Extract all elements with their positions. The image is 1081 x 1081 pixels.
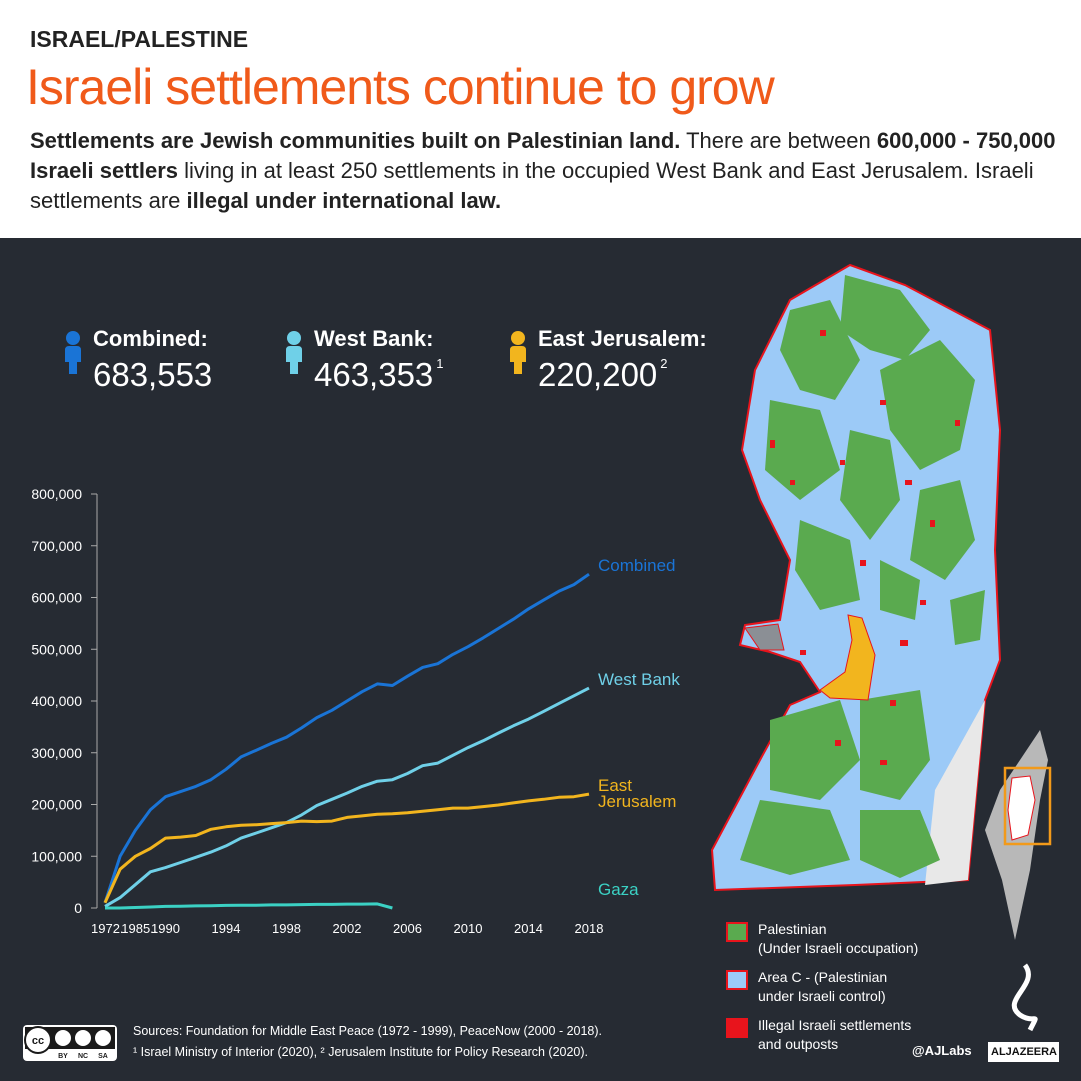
- y-tick-label: 200,000: [31, 797, 82, 813]
- legend-line: and outposts: [758, 1036, 839, 1052]
- stat-label: East Jerusalem:: [538, 326, 707, 351]
- source-line: ¹ Israel Ministry of Interior (2020), ² …: [133, 1045, 589, 1059]
- handle: @AJLabs: [912, 1043, 972, 1058]
- series-line: [103, 572, 590, 904]
- legend-swatch: [726, 970, 748, 990]
- legend-line: Area C - (Palestinian: [758, 969, 888, 985]
- series-line: [104, 686, 590, 908]
- stat-label: West Bank:: [314, 326, 434, 351]
- y-tick-label: 400,000: [31, 693, 82, 709]
- legend-text: Area C - (Palestinian under Israeli contr…: [758, 968, 887, 1006]
- intro-segment: Settlements are Jewish communities built…: [30, 128, 681, 153]
- legend-line: under Israeli control): [758, 988, 886, 1004]
- stat-value: 463,353 1: [314, 356, 444, 394]
- map: [710, 263, 1052, 940]
- x-tick-label: 1994: [212, 921, 241, 936]
- stat: West Bank: 463,353 1: [286, 326, 444, 394]
- legend-text: Illegal Israeli settlements and outposts: [758, 1016, 911, 1054]
- license-label: BY: [58, 1053, 68, 1060]
- y-tick-label: 100,000: [31, 848, 82, 864]
- stat: Combined: 683,553: [65, 326, 212, 394]
- x-tick-label: 2002: [333, 921, 362, 936]
- x-tick-label: 2010: [454, 921, 483, 936]
- stat-value: 683,553: [93, 356, 212, 394]
- title: Israeli settlements continue to grow: [26, 59, 775, 115]
- series-label: Combined: [598, 556, 676, 576]
- x-tick-label: 1985..: [121, 921, 157, 936]
- inset-frame: [1003, 766, 1052, 846]
- legend-line: Illegal Israeli settlements: [758, 1017, 912, 1033]
- intro-segment: living in at least 250 settlements in th…: [30, 158, 1034, 213]
- series-label: East Jerusalem: [598, 776, 677, 812]
- legend-swatch: [726, 922, 748, 942]
- intro-segment: illegal under international law.: [186, 188, 502, 213]
- stat-label: Combined:: [93, 326, 208, 351]
- plot: 0 100,000 200,000 300,000 400,000 500,000 600,…: [31, 486, 603, 936]
- x-tick-label: 1972..: [91, 921, 127, 936]
- cc-badge: cc: [23, 1025, 117, 1061]
- series-label: West Bank: [598, 670, 680, 690]
- y-tick-label: 500,000: [31, 641, 82, 657]
- footnote-mark: 2: [660, 356, 668, 371]
- enclave: [744, 623, 785, 651]
- legend-swatch: [726, 1018, 748, 1038]
- intro: Settlements are Jewish communities built…: [30, 126, 1060, 216]
- series-line: [103, 792, 590, 904]
- x-tick-label: 2018: [575, 921, 604, 936]
- series-line: [105, 902, 393, 910]
- y-tick-label: 600,000: [31, 590, 82, 606]
- palestinian-areas: [740, 275, 985, 878]
- dead-sea-area: [925, 700, 985, 885]
- stat-number: 463,353: [314, 356, 434, 393]
- x-tick-label: 1990: [151, 921, 180, 936]
- y-tick-label: 0: [74, 900, 82, 916]
- brand: ALJAZEERA: [991, 1046, 1058, 1058]
- x-tick-label: 2014: [514, 921, 543, 936]
- source-line: Sources: Foundation for Middle East Peac…: [133, 1024, 603, 1038]
- x-tick-label: 1998: [272, 921, 301, 936]
- intro-segment: 600,000 - 750,000 Israeli settlers: [30, 128, 1056, 183]
- y-tick-label: 300,000: [31, 745, 82, 761]
- stat: East Jerusalem: 220,200 2: [510, 326, 707, 394]
- legend-line: Palestinian: [758, 921, 827, 937]
- y-tick-label: 800,000: [31, 486, 82, 502]
- intro-segment: There are between: [680, 128, 877, 153]
- svg-text:cc: cc: [32, 1035, 44, 1047]
- jerusalem: [819, 614, 876, 701]
- footnote-mark: 1: [436, 356, 444, 371]
- x-tick-label: 2006: [393, 921, 422, 936]
- stat-number: 683,553: [93, 356, 213, 393]
- aljazeera-logo: [988, 963, 1059, 1062]
- license-label: NC: [78, 1053, 88, 1060]
- y-tick-label: 700,000: [31, 538, 82, 554]
- stat-value: 220,200 2: [538, 356, 707, 394]
- series-label: Gaza: [598, 880, 639, 899]
- settlements: [770, 330, 960, 765]
- person-icon: [510, 331, 526, 374]
- person-icon: [286, 331, 302, 374]
- legend-text: Palestinian (Under Israeli occupation): [758, 920, 918, 958]
- legend-line: (Under Israeli occupation): [758, 940, 919, 956]
- kicker: ISRAEL/PALESTINE: [30, 26, 249, 52]
- stat-number: 220,200: [538, 356, 658, 393]
- person-icon: [65, 331, 81, 374]
- license-label: SA: [98, 1053, 108, 1060]
- westbank-inset: [1007, 775, 1036, 841]
